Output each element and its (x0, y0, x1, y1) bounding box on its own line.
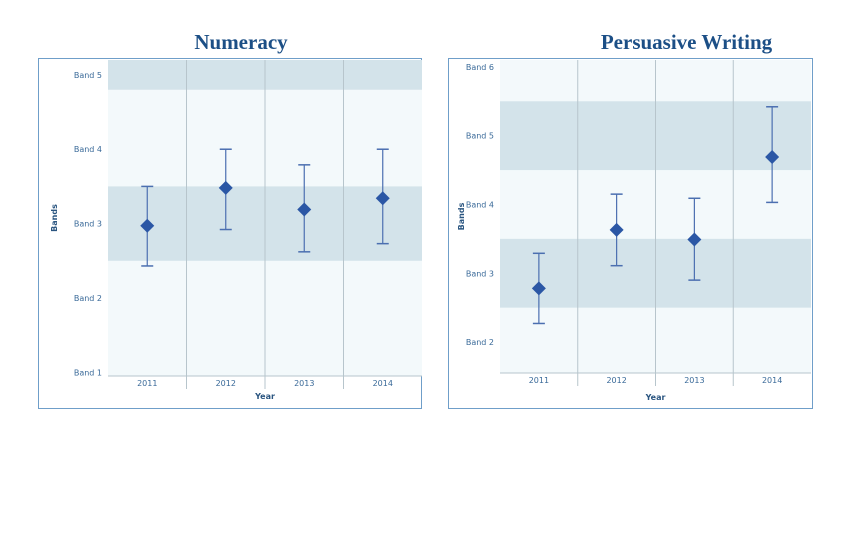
persuasive-writing-x-tick-label: 2012 (606, 376, 626, 385)
numeracy-y-tick-label: Band 1 (74, 368, 102, 377)
numeracy-x-tick-label: 2013 (294, 379, 314, 388)
persuasive-writing-title: Persuasive Writing (600, 30, 773, 54)
numeracy-y-tick-label: Band 4 (74, 145, 102, 154)
numeracy-data-point (297, 202, 312, 217)
persuasive-writing-y-tick-label: Band 3 (466, 269, 494, 278)
persuasive-writing-data-point (609, 222, 624, 237)
numeracy-x-axis-title: Year (254, 392, 275, 401)
numeracy-x-tick-label: 2014 (373, 379, 393, 388)
numeracy-data-point (375, 191, 390, 206)
persuasive-writing-y-axis-title: Bands (457, 202, 466, 230)
numeracy-y-tick-label: Band 2 (74, 294, 102, 303)
numeracy-y-tick-label: Band 3 (74, 220, 102, 229)
persuasive-writing-x-tick-label: 2011 (529, 376, 549, 385)
numeracy-y-tick-label: Band 5 (74, 71, 102, 80)
persuasive-writing-data-point (687, 232, 702, 247)
numeracy-data-point (218, 180, 233, 195)
persuasive-writing-y-tick-label: Band 2 (466, 338, 494, 347)
persuasive-writing-x-tick-label: 2014 (762, 376, 782, 385)
persuasive-writing-data-point (765, 149, 780, 164)
persuasive-writing-y-tick-label: Band 6 (466, 63, 494, 72)
persuasive-writing-data-point (531, 281, 546, 296)
persuasive-writing-x-tick-label: 2013 (684, 376, 704, 385)
persuasive-writing-x-axis-title: Year (645, 393, 666, 402)
numeracy-x-tick-label: 2012 (216, 379, 236, 388)
numeracy-data-point (140, 218, 155, 233)
numeracy-y-axis-title: Bands (50, 204, 59, 232)
numeracy-x-tick-label: 2011 (137, 379, 157, 388)
persuasive-writing-y-tick-label: Band 4 (466, 200, 494, 209)
numeracy-title: Numeracy (194, 30, 288, 54)
persuasive-writing-y-tick-label: Band 5 (466, 132, 494, 141)
